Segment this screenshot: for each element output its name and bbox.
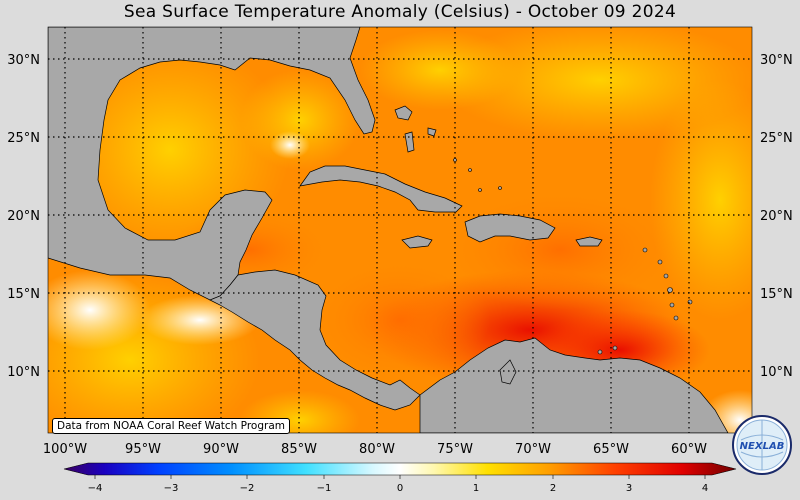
lon-label: 95°W [125,442,161,457]
colorbar-tick-label: −2 [240,483,255,494]
lat-label: 10°N [7,365,40,380]
logo-text: NEXLAB [740,441,785,452]
lon-label: 70°W [515,442,551,457]
lon-labels: 100°W 95°W 90°W 85°W 80°W 75°W 70°W 65°W… [43,442,707,457]
lat-label: 25°N [7,131,40,146]
colorbar-tick-label: −4 [88,483,103,494]
lat-label: 30°N [7,53,40,68]
lat-label: 30°N [760,53,793,68]
lon-label: 65°W [593,442,629,457]
colorbar-tick-label: 1 [473,483,479,494]
colorbar-tick-label: 2 [550,483,556,494]
lon-label: 80°W [359,442,395,457]
lon-label: 75°W [437,442,473,457]
colorbar-tick-label: 3 [626,483,632,494]
hispaniola-land [464,213,556,243]
jamaica-land [401,235,433,249]
colorbar-strip [63,462,737,476]
lon-label: 90°W [203,442,239,457]
lat-labels-right: 30°N 25°N 20°N 15°N 10°N [760,53,793,380]
lat-label: 15°N [7,287,40,302]
colorbar-tick-label: −1 [317,483,332,494]
lesser-antilles [453,158,693,355]
map-title: Sea Surface Temperature Anomaly (Celsius… [123,2,677,22]
map-frame [48,27,752,433]
lat-label: 25°N [760,131,793,146]
lat-label: 15°N [760,287,793,302]
lat-label: 20°N [7,209,40,224]
colorbar-tick-label: 0 [397,483,403,494]
south-america-land [419,337,729,433]
data-credit-label: Data from NOAA Coral Reef Watch Program [52,418,290,434]
colorbar-tick-label: 4 [702,483,708,494]
paraguana-peninsula [499,359,517,385]
puerto-rico-land [575,236,603,247]
bahamas-island [404,131,415,153]
colorbar-ticks [94,475,706,479]
lat-label: 10°N [760,365,793,380]
map-border [47,26,753,434]
bahamas-island [394,105,413,121]
lat-label: 20°N [760,209,793,224]
bahamas-island [427,127,437,137]
central-america-land [209,269,421,411]
colorbar-tick-label: −3 [164,483,179,494]
nexlab-logo-icon: NEXLAB [732,415,792,475]
colorbar: −4 −3 −2 −1 0 1 2 3 4 [63,462,737,494]
land-masses [48,27,729,433]
lat-labels-left: 30°N 25°N 20°N 15°N 10°N [7,53,40,380]
cuba-land [299,165,463,213]
lon-label: 60°W [671,442,707,457]
lon-label: 100°W [43,442,87,457]
lon-label: 85°W [281,442,317,457]
